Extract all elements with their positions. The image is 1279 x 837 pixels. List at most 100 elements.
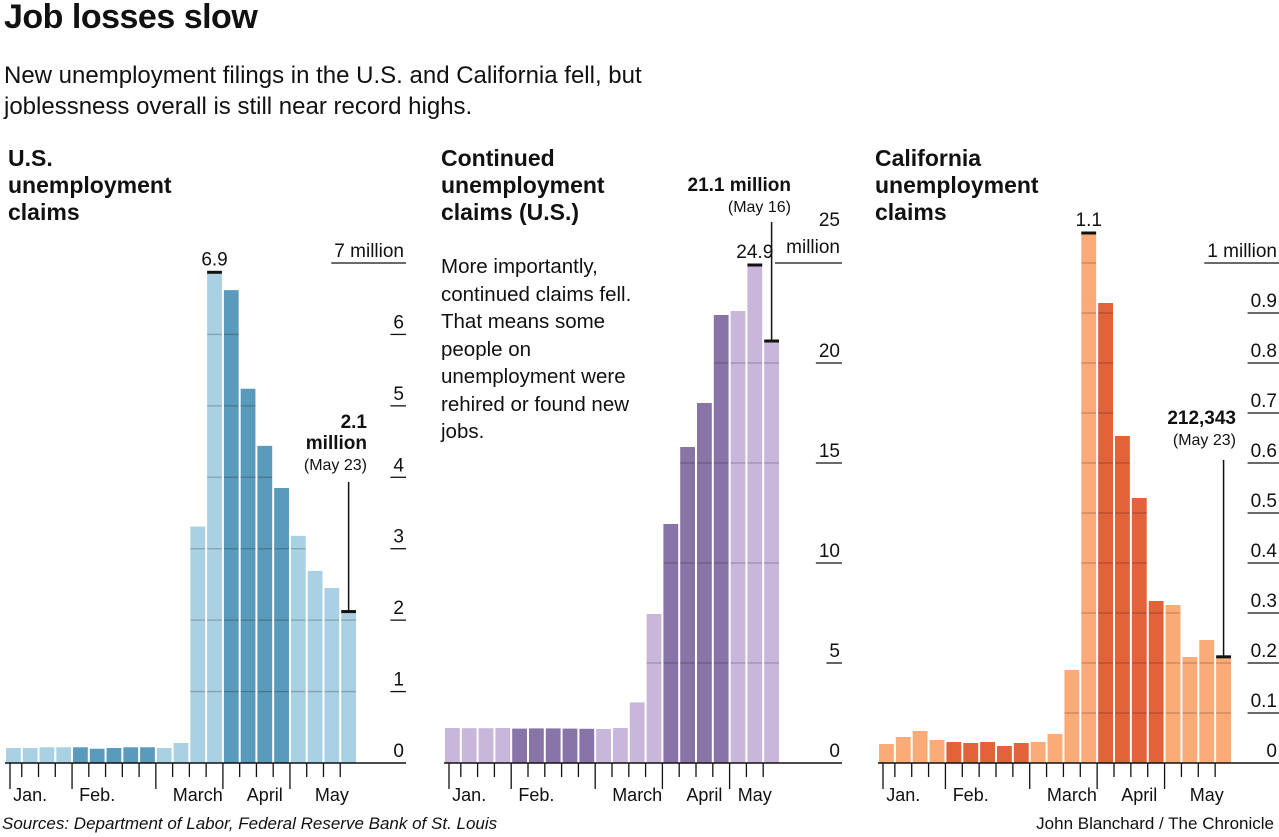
x-tick-label: Feb. — [953, 785, 989, 805]
x-tick-label: May — [738, 785, 772, 805]
y-tick-label: 0.7 — [1251, 391, 1277, 412]
x-tick-label: March — [1047, 785, 1097, 805]
bar — [912, 731, 928, 763]
x-tick-label: April — [1121, 785, 1157, 805]
annotation: (May 23) — [304, 457, 367, 474]
bar — [1115, 436, 1130, 763]
y-tick-label: 0 — [829, 741, 840, 762]
bar — [929, 740, 945, 763]
x-tick-label: April — [247, 785, 283, 805]
bar — [445, 728, 460, 763]
data-label: 212,343 — [1167, 408, 1236, 429]
data-label: 1.1 — [1076, 210, 1102, 231]
bar — [140, 747, 155, 763]
bar — [341, 611, 356, 763]
bar — [1030, 742, 1046, 763]
y-tick-label: 0.3 — [1251, 591, 1277, 612]
y-tick-label: 20 — [819, 341, 840, 362]
bar — [190, 526, 206, 763]
y-tick-label: 0.6 — [1251, 441, 1277, 462]
page-title: Job losses slow — [4, 0, 258, 36]
bar — [73, 747, 88, 763]
bar — [1165, 605, 1181, 763]
bar — [56, 747, 72, 763]
bar — [461, 728, 477, 763]
bar — [1081, 233, 1097, 763]
x-tick-label: Feb. — [518, 785, 554, 805]
y-tick-label: 10 — [819, 541, 840, 562]
chart-title: California unemployment claims — [875, 145, 1039, 225]
y-tick-label: 25 million — [781, 210, 840, 258]
x-tick-label: March — [173, 785, 223, 805]
x-tick-label: May — [1190, 785, 1224, 805]
bar — [307, 570, 323, 763]
bar — [646, 614, 662, 763]
bar — [545, 728, 561, 763]
y-tick-label: 3 — [393, 527, 404, 548]
y-tick-label: 6 — [393, 312, 404, 333]
bar — [1216, 656, 1231, 763]
y-tick-label: 0.8 — [1251, 341, 1277, 362]
source: Sources: Department of Labor, Federal Re… — [2, 814, 498, 833]
credit: John Blanchard / The Chronicle — [1036, 814, 1274, 833]
bar — [324, 588, 340, 763]
y-tick-label: 0.2 — [1251, 641, 1277, 662]
x-tick-label: May — [315, 785, 349, 805]
bar — [730, 311, 746, 763]
bar — [512, 728, 527, 763]
subtitle: New unemployment filings in the U.S. and… — [4, 62, 642, 120]
y-tick-label: 0 — [1266, 741, 1277, 762]
y-tick-label: 0.5 — [1251, 491, 1277, 512]
bar — [629, 702, 645, 763]
data-label: 21.1 million — [688, 175, 791, 196]
y-tick-label: 7 million — [334, 241, 404, 262]
bar — [89, 748, 105, 763]
bar — [713, 315, 729, 763]
y-tick-label: 4 — [393, 455, 404, 476]
bar — [1047, 734, 1063, 763]
annotation: (May 23) — [1173, 432, 1236, 449]
bar — [290, 535, 306, 763]
y-tick-label: 0.1 — [1251, 691, 1277, 712]
bar — [895, 737, 911, 763]
bar — [156, 748, 172, 763]
bar — [596, 729, 611, 763]
chart-title: Continued unemployment claims (U.S.) — [441, 145, 605, 225]
bar — [1182, 657, 1198, 763]
bar — [980, 742, 995, 763]
bar — [240, 388, 256, 763]
x-tick-label: Jan. — [886, 785, 920, 805]
bar — [106, 748, 122, 763]
bar — [997, 746, 1012, 763]
bar — [529, 728, 544, 763]
x-tick-label: Jan. — [13, 785, 47, 805]
data-label: 24.9 — [736, 242, 773, 263]
bar — [1199, 640, 1215, 763]
bar — [274, 488, 289, 763]
data-label: 2.1 million — [301, 412, 368, 454]
bar — [173, 743, 189, 763]
chart-title: U.S. unemployment claims — [8, 145, 172, 225]
bar — [562, 728, 578, 763]
y-tick-label: 2 — [393, 598, 404, 619]
bar — [946, 742, 962, 763]
bar — [22, 748, 38, 763]
x-tick-label: Jan. — [452, 785, 486, 805]
y-tick-label: 15 — [819, 441, 840, 462]
bar — [613, 728, 628, 763]
bar — [680, 447, 695, 763]
y-tick-label: 0.4 — [1251, 541, 1278, 562]
bar — [478, 728, 494, 763]
bar — [207, 272, 222, 763]
bar — [257, 445, 273, 763]
bar — [1131, 498, 1147, 763]
bar — [6, 748, 21, 763]
bar — [1098, 303, 1113, 763]
x-tick-label: March — [612, 785, 662, 805]
bar — [579, 728, 595, 763]
x-tick-label: Feb. — [79, 785, 115, 805]
annotation-note: More importantly, continued claims fell.… — [441, 255, 632, 443]
bar — [223, 290, 239, 763]
